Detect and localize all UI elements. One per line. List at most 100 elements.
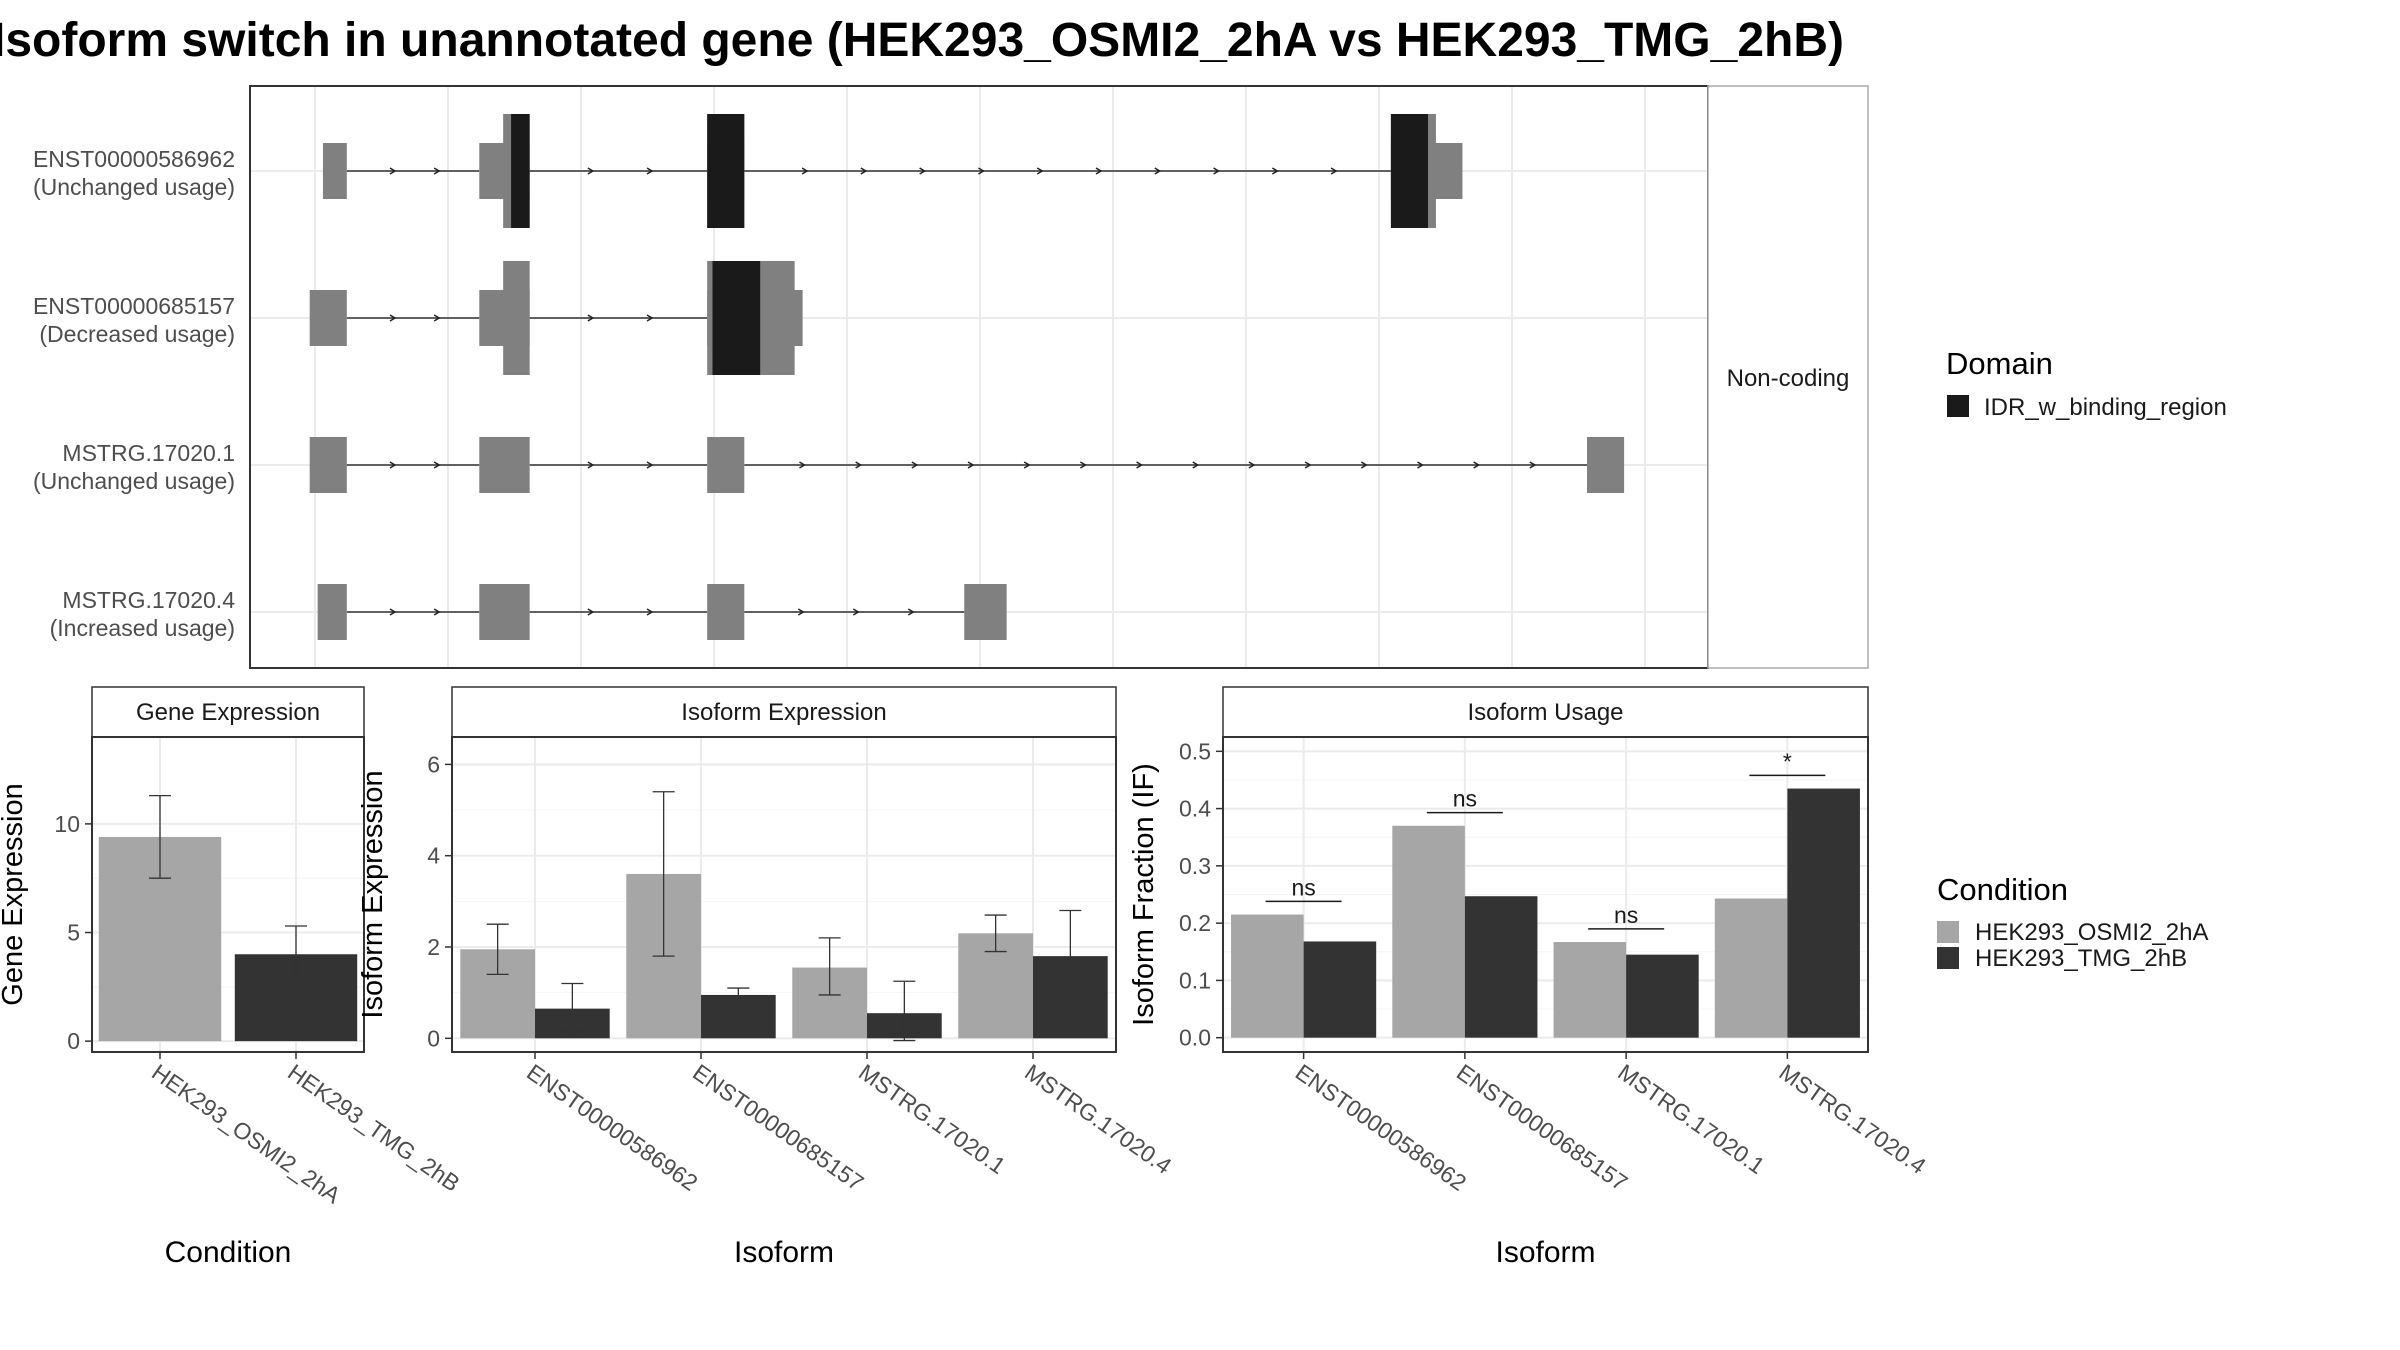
transcript-usage-label: (Unchanged usage)	[33, 468, 235, 494]
domain-block	[707, 114, 745, 228]
intron-arrow	[967, 461, 975, 469]
intron-arrow	[389, 167, 397, 175]
y-tick-label: 0.3	[1179, 853, 1211, 879]
y-tick-label: 0.0	[1179, 1025, 1211, 1051]
intron-arrow	[1079, 461, 1087, 469]
condition-legend-title: Condition	[1937, 872, 2068, 907]
intron-arrow	[852, 608, 860, 616]
intron-arrow	[587, 608, 595, 616]
intron-arrow	[646, 314, 654, 322]
y-tick-label: 0	[427, 1025, 440, 1051]
y-tick-label: 4	[427, 843, 440, 869]
intron-arrow	[1473, 461, 1481, 469]
intron-arrow	[860, 167, 868, 175]
intron-arrow	[1271, 167, 1279, 175]
intron-arrow	[433, 608, 441, 616]
intron-arrow	[433, 314, 441, 322]
intron-arrow	[1023, 461, 1031, 469]
intron-arrow	[646, 167, 654, 175]
y-tick-label: 5	[67, 920, 80, 946]
panel-border	[91, 736, 365, 1053]
condition-legend-label: HEK293_TMG_2hB	[1975, 945, 2187, 972]
intron-arrow	[801, 167, 809, 175]
condition-legend-swatch	[1937, 921, 1959, 943]
y-tick-label: 0.5	[1179, 738, 1211, 764]
exon-block	[707, 584, 745, 640]
exon-block	[479, 437, 530, 493]
exon-block	[1587, 437, 1625, 493]
y-tick-label: 0.4	[1179, 796, 1211, 822]
isoform-expression-panel: Isoform Expression 0 2 4 6 ENST00000586962ENS…	[357, 686, 1177, 1269]
domain-legend-title: Domain	[1946, 346, 2053, 381]
x-tick-label: MSTRG.17020.1	[854, 1059, 1010, 1179]
exon-block	[322, 143, 347, 199]
y-tick-label: 2	[427, 934, 440, 960]
intron-arrow	[1095, 167, 1103, 175]
bar	[1787, 788, 1860, 1038]
intron-arrow	[1248, 461, 1256, 469]
domain-legend-label: IDR_w_binding_region	[1984, 394, 2227, 421]
panel-border	[1222, 736, 1869, 1053]
intron-arrow	[911, 461, 919, 469]
bar	[1231, 914, 1304, 1038]
legends: Domain IDR_w_binding_region Condition HEK29…	[1937, 346, 2227, 972]
intron-arrow	[1529, 461, 1537, 469]
intron-arrow	[978, 167, 985, 175]
exon-block	[309, 290, 347, 346]
intron-arrow	[1192, 461, 1200, 469]
significance-label: ns	[1291, 874, 1315, 900]
y-tick-label: 0	[67, 1028, 80, 1054]
y-axis-title: Isoform Fraction (IF)	[1128, 763, 1160, 1026]
intron-arrow	[389, 608, 397, 616]
intron-arrow	[1360, 461, 1368, 469]
x-tick-label: ENST00000685157	[1452, 1059, 1632, 1196]
intron-arrow	[389, 461, 397, 469]
bar	[1464, 896, 1538, 1038]
panel-strip-label: Isoform Expression	[681, 699, 886, 726]
intron-arrow	[646, 608, 654, 616]
domain-block	[1390, 114, 1428, 228]
intron-arrow	[1136, 461, 1144, 469]
intron-arrow	[1154, 167, 1162, 175]
panel-strip	[451, 686, 1117, 738]
plot-title: Isoform switch in unannotated gene (HEK2…	[0, 14, 1844, 67]
x-tick-label: ENST00000586962	[522, 1059, 702, 1196]
coding-exon-block	[503, 261, 530, 375]
exon-block	[309, 437, 347, 493]
domain-block	[511, 114, 530, 228]
gene-structure-panel: ENST00000586962(Unchanged usage)ENST0000…	[33, 85, 1869, 669]
y-axis-title: Gene Expression	[0, 783, 29, 1005]
condition-legend-swatch	[1937, 947, 1959, 969]
structure-strip	[1707, 85, 1869, 669]
bar	[1626, 954, 1699, 1038]
x-axis-title: Isoform	[1495, 1236, 1595, 1269]
intron-arrow	[389, 314, 397, 322]
exon-block	[317, 584, 347, 640]
x-tick-label: MSTRG.17020.4	[1020, 1059, 1176, 1179]
strip-label-non-coding: Non-coding	[1727, 365, 1850, 392]
intron-arrow	[433, 167, 441, 175]
domain-legend-swatch	[1947, 395, 1969, 417]
bar	[1392, 825, 1465, 1038]
transcript-label: MSTRG.17020.4	[62, 587, 235, 613]
intron-arrow	[1330, 167, 1338, 175]
exon-block	[707, 437, 745, 493]
intron-arrow	[797, 608, 805, 616]
condition-legend-label: HEK293_OSMI2_2hA	[1975, 919, 2208, 946]
intron-arrow	[587, 314, 595, 322]
x-tick-label: ENST00000586962	[1291, 1059, 1471, 1196]
domain-block	[712, 261, 761, 375]
transcript-label: ENST00000586962	[33, 146, 235, 172]
x-tick-label: MSTRG.17020.1	[1613, 1059, 1769, 1179]
x-axis-title: Isoform	[734, 1236, 834, 1269]
transcript-usage-label: (Unchanged usage)	[33, 174, 235, 200]
panel-border	[451, 736, 1117, 1053]
intron-arrow	[1213, 167, 1221, 175]
bar	[1714, 898, 1788, 1038]
intron-arrow	[646, 461, 654, 469]
intron-arrow	[1036, 167, 1044, 175]
transcript-usage-label: (Increased usage)	[50, 615, 235, 641]
x-tick-label: ENST00000685157	[688, 1059, 868, 1196]
exon-block	[479, 584, 530, 640]
